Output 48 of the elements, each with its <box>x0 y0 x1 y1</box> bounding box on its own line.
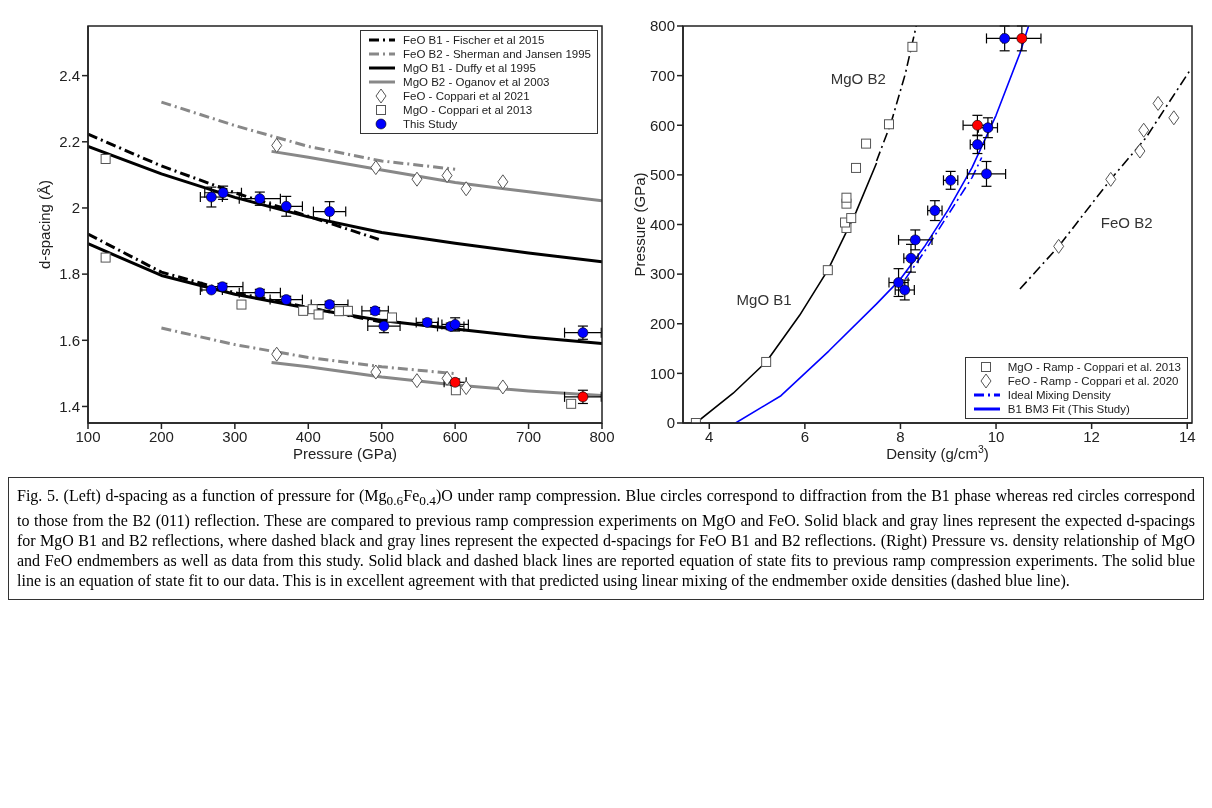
legend-label: FeO B1 - Fischer et al 2015 <box>403 33 545 47</box>
legend-label: B1 BM3 Fit (This Study) <box>1007 402 1130 416</box>
legend-label: FeO - Ramp - Coppari et al. 2020 <box>1007 374 1179 388</box>
x-tick-label: 200 <box>148 427 174 445</box>
x-tick-label: 10 <box>987 427 1005 445</box>
legend-label: MgO B2 - Oganov et al 2003 <box>403 75 550 89</box>
legend-label: MgO B1 - Duffy et al 1995 <box>403 61 536 75</box>
legend-label: MgO - Coppari et al 2013 <box>403 103 533 117</box>
x-tick-label: 6 <box>800 427 810 445</box>
annotation: MgO B1 <box>736 290 792 308</box>
x-axis-title: Pressure (GPa) <box>292 445 398 462</box>
y-tick-label: 1.6 <box>59 331 80 349</box>
y-tick-label: 500 <box>649 166 675 184</box>
x-tick-label: 8 <box>896 427 905 445</box>
y-tick-label: 300 <box>649 265 675 283</box>
x-tick-label: 4 <box>705 427 714 445</box>
legend-label: MgO - Ramp - Coppari et al. 2013 <box>1007 360 1181 374</box>
y-tick-label: 700 <box>649 66 675 84</box>
y-tick-label: 2.4 <box>59 66 80 84</box>
y-tick-label: 800 <box>649 17 675 35</box>
text: Fig. 5. (Left) d-spacing as a function of pressure for (Mg$_{0.6}$Fe$_{0.4}$)O under ramp compression. Blue circles correspond to diffraction from the B1 phase whereas red circles correspond to those from the B2 (011) reflection. These are compared to previous ramp compression experiments on MgO and FeO. Solid black and gray lines represent the expected d-spacings for MgO B1 and B2 reflections, where dashed black and gray lines represent the expected d-spacings for FeO B1 and B2 reflections. (Right) Pressure vs. density relationship of MgO and FeO endmembers as well as data from this study. Solid black and dashed black lines are reported equation of state fits to previous ramp compression experiments. The solid blue line is an equation of state fit to our data. This is in excellent agreement with that predicted using linear mixing of the endmember oxide densities (dashed blue line). <box>17 487 1196 590</box>
y-tick-label: 1.4 <box>59 397 80 415</box>
x-tick-label: 12 <box>1083 427 1100 445</box>
annotation: FeO B2 <box>1100 214 1153 232</box>
legend-label: This Study <box>403 117 458 131</box>
y-tick-label: 200 <box>649 315 675 333</box>
y-axis-title: Pressure (GPa) <box>631 172 648 277</box>
y-tick-label: 1.8 <box>59 265 80 283</box>
x-tick-label: 500 <box>369 427 395 445</box>
x-tick-label: 100 <box>75 427 101 445</box>
y-tick-label: 400 <box>649 215 675 233</box>
legend-label: Ideal Mixing Density <box>1007 388 1111 402</box>
x-tick-label: 600 <box>442 427 468 445</box>
x-tick-label: 800 <box>589 427 615 445</box>
y-tick-label: 0 <box>666 414 675 432</box>
y-tick-label: 100 <box>649 364 675 382</box>
legend-label: FeO - Coppari et al 2021 <box>403 89 530 103</box>
y-tick-label: 600 <box>649 116 675 134</box>
annotation: MgO B2 <box>830 69 886 87</box>
x-tick-label: 300 <box>222 427 248 445</box>
y-tick-label: 2 <box>71 199 80 217</box>
x-axis-title: Density (g/cm$^{3}$) <box>886 443 989 462</box>
x-tick-label: 14 <box>1178 427 1196 445</box>
y-tick-label: 2.2 <box>59 133 80 151</box>
x-tick-label: 400 <box>295 427 321 445</box>
x-tick-label: 700 <box>516 427 542 445</box>
y-axis-title: d-spacing (Å) <box>36 179 53 270</box>
legend-label: FeO B2 - Sherman and Jansen 1995 <box>403 47 591 61</box>
